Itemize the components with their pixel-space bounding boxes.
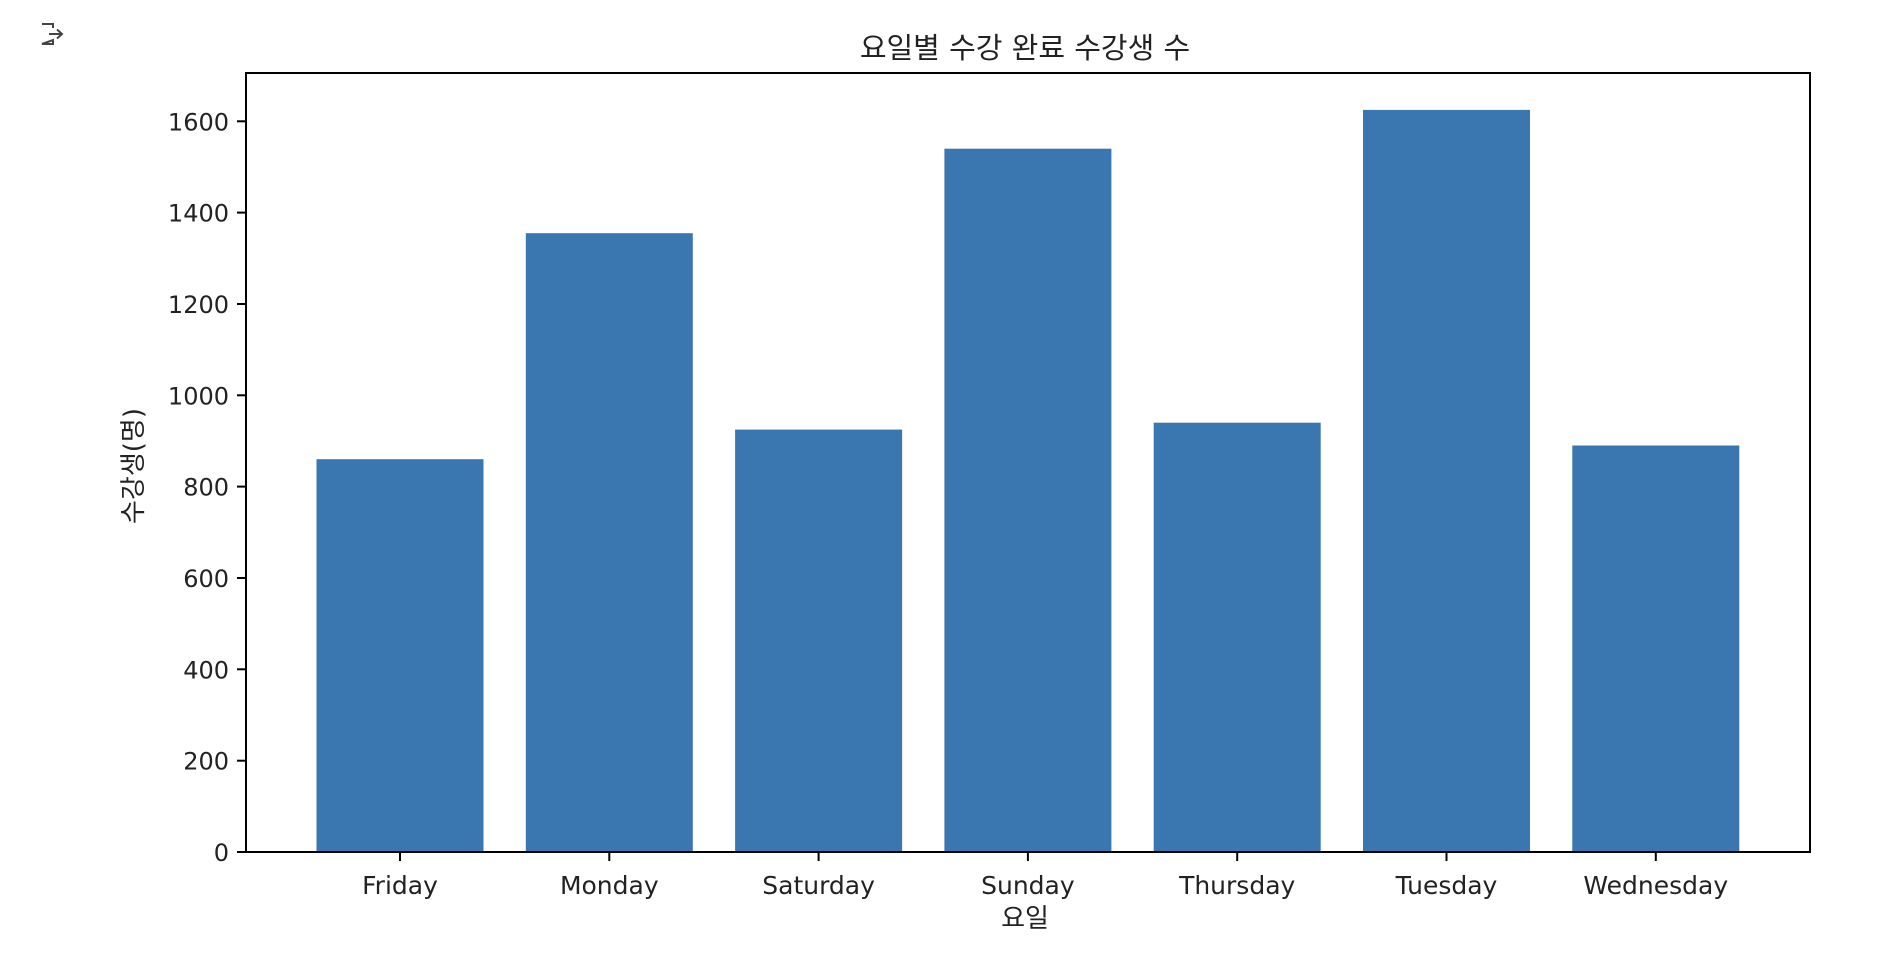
x-tick-label-sunday: Sunday — [981, 871, 1075, 900]
bars-layer — [316, 109, 1740, 852]
y-tick-label: 1400 — [168, 200, 229, 228]
x-tick-label-monday: Monday — [560, 871, 659, 900]
x-tick-label-friday: Friday — [362, 871, 438, 900]
bar-tuesday — [1363, 109, 1530, 852]
y-tick-label: 800 — [183, 474, 229, 502]
bar-sunday — [944, 148, 1112, 852]
x-tick-label-thursday: Thursday — [1178, 871, 1295, 900]
y-tick-label: 400 — [183, 656, 229, 684]
x-tick-label-wednesday: Wednesday — [1583, 871, 1728, 900]
y-tick-label: 1000 — [168, 382, 229, 410]
x-tick-label-saturday: Saturday — [762, 871, 875, 900]
bar-thursday — [1153, 422, 1321, 852]
y-tick-label: 0 — [214, 839, 229, 867]
y-axis-ticks: 0 200 400 600 800 1000 1200 1400 1600 — [168, 108, 246, 867]
y-tick-label: 200 — [183, 748, 229, 776]
bar-friday — [316, 459, 484, 852]
y-tick-label: 600 — [183, 565, 229, 593]
y-tick-label: 1600 — [168, 108, 229, 136]
y-tick-label: 1200 — [168, 291, 229, 319]
output-arrow-icon — [41, 23, 64, 45]
x-axis-ticks: Friday Monday Saturday Sunday Thursday Tuesda… — [362, 852, 1728, 900]
y-axis-label: 수강생(명) — [119, 408, 149, 524]
x-axis-label: 요일 — [1001, 904, 1049, 934]
plot-frame — [245, 72, 1811, 853]
bar-saturday — [735, 429, 903, 852]
x-tick-label-tuesday: Tuesday — [1395, 871, 1498, 900]
bar-monday — [525, 233, 693, 852]
chart-title: 요일별 수강 완료 수강생 수 — [860, 31, 1190, 65]
bar-wednesday — [1572, 445, 1740, 852]
